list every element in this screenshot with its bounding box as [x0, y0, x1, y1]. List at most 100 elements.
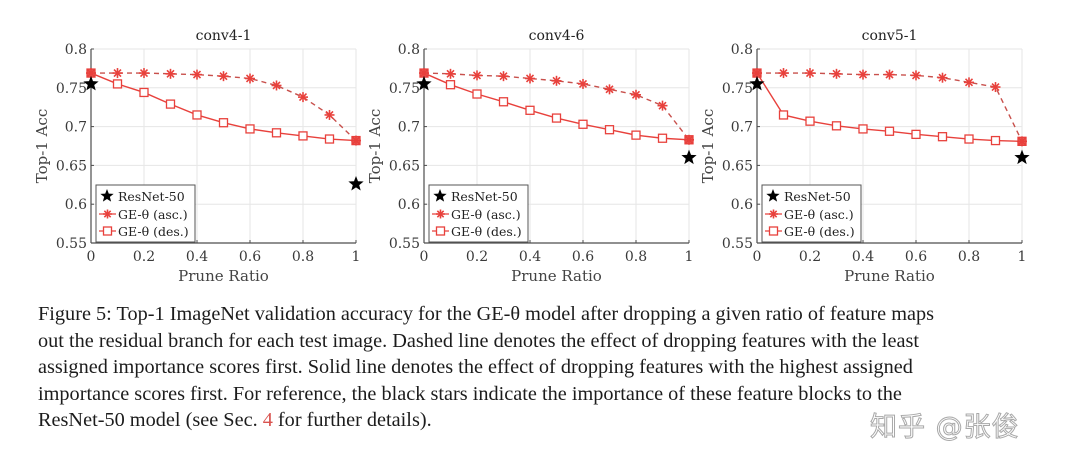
data-point-overlap: [684, 135, 694, 145]
legend-square-icon: [768, 226, 779, 236]
y-tick-label: 0.55: [389, 236, 420, 252]
reference-star: [681, 149, 697, 165]
x-tick-label: 1: [352, 249, 361, 265]
data-point-des: [551, 113, 562, 123]
data-point-des: [271, 128, 282, 138]
data-point-des: [911, 129, 921, 140]
y-tick-label: 0.8: [731, 42, 753, 58]
x-axis-label: Prune Ratio: [178, 267, 269, 285]
legend-label-resnet: ResNet-50: [784, 189, 851, 204]
data-point-asc: [657, 100, 668, 111]
x-tick-label: 0.8: [625, 249, 647, 265]
legend-asterisk-icon: [436, 209, 445, 219]
data-point-des: [778, 110, 789, 120]
y-tick-label: 0.8: [398, 42, 420, 58]
x-tick-label: 0.6: [572, 249, 594, 265]
y-tick-label: 0.7: [398, 120, 420, 136]
caption-line-5-end: for further details).: [272, 409, 432, 431]
data-point-des: [657, 133, 668, 143]
data-point-asc: [498, 71, 509, 82]
data-point-asc: [937, 72, 948, 83]
data-point-des: [324, 134, 335, 144]
y-tick-label: 0.55: [56, 236, 87, 252]
data-point-asc: [911, 70, 921, 81]
caption-line-4: importance scores first. For reference, …: [38, 382, 902, 405]
chart-panel-3: 0 0.2 0.4 0.6 0.8 1 0.55 0.6 0.65 0.7 0.75 0.8 conv5…: [699, 28, 1030, 285]
data-point-des: [631, 130, 641, 140]
caption-line-3: assigned importance scores first. Solid …: [38, 356, 913, 378]
data-point-asc: [165, 68, 176, 79]
y-axis-label: Top-1 Acc: [699, 109, 717, 184]
y-tick-label: 0.8: [65, 42, 87, 58]
x-tick-label: 0.4: [852, 249, 874, 265]
data-point-des: [165, 99, 176, 109]
x-tick-label: 0: [753, 249, 762, 265]
y-tick-label: 0.6: [65, 197, 87, 213]
x-tick-label: 0.2: [466, 249, 488, 265]
data-point-asc: [964, 77, 974, 88]
legend-label-resnet: ResNet-50: [451, 189, 518, 204]
y-tick-label: 0.6: [398, 197, 420, 213]
figure-caption: Figure 5: Top-1 ImageNet validation accu…: [38, 301, 1048, 434]
data-point-asc: [578, 78, 588, 89]
data-point-asc: [778, 68, 789, 79]
data-point-asc: [805, 68, 815, 79]
series-line-asc: [91, 72, 357, 142]
y-tick-label: 0.75: [389, 81, 420, 97]
y-tick-label: 0.65: [389, 158, 420, 174]
data-point-des: [831, 121, 842, 131]
chart-title: conv5-1: [862, 28, 918, 44]
x-tick-label: 0.8: [292, 249, 314, 265]
caption-line-5-start: ResNet-50 model (see Sec.: [38, 409, 263, 431]
data-point-des: [472, 89, 482, 99]
legend-label-resnet: ResNet-50: [118, 189, 185, 204]
y-tick-label: 0.7: [731, 120, 753, 136]
data-point-des: [245, 124, 255, 134]
legend-asterisk-icon: [769, 209, 778, 219]
chart-title: conv4-6: [529, 28, 585, 44]
data-point-asc: [858, 69, 868, 80]
data-point-des: [525, 105, 535, 115]
x-tick-label: 0: [420, 249, 429, 265]
data-point-asc: [445, 68, 456, 79]
data-point-overlap: [752, 68, 762, 78]
x-tick-label: 0.4: [186, 249, 208, 265]
legend-label-des: GE-θ (des.): [784, 224, 855, 239]
y-axis-label: Top-1 Acc: [366, 109, 384, 184]
chart-panel-1: 0 0.2 0.4 0.6 0.8 1 0.55 0.6 0.65 0.7 0.75 0.8 conv4…: [33, 28, 364, 285]
legend-label-asc: GE-θ (asc.): [784, 207, 854, 222]
data-point-asc: [884, 69, 895, 80]
legend-square-icon: [435, 226, 446, 236]
x-axis-label: Prune Ratio: [511, 267, 602, 285]
data-point-des: [884, 126, 895, 136]
data-point-overlap: [1017, 136, 1027, 146]
legend-label-des: GE-θ (des.): [451, 224, 522, 239]
x-tick-label: 0.8: [958, 249, 980, 265]
y-tick-label: 0.65: [722, 158, 753, 174]
data-point-asc: [245, 73, 255, 84]
data-point-asc: [631, 89, 641, 100]
legend-asterisk-icon: [103, 209, 112, 219]
data-point-asc: [112, 68, 123, 79]
reference-star: [83, 75, 99, 91]
legend-square-icon: [102, 226, 113, 236]
y-axis-label: Top-1 Acc: [33, 109, 51, 184]
data-point-asc: [298, 92, 308, 103]
x-tick-label: 0.6: [239, 249, 261, 265]
y-tick-label: 0.65: [56, 158, 87, 174]
data-point-asc: [472, 70, 482, 81]
data-point-asc: [218, 71, 229, 82]
data-point-asc: [192, 69, 202, 80]
data-point-asc: [831, 68, 842, 79]
data-point-des: [298, 131, 308, 141]
data-point-asc: [139, 68, 149, 79]
x-tick-label: 0.6: [905, 249, 927, 265]
reference-star: [416, 75, 432, 91]
data-point-asc: [525, 73, 535, 84]
data-point-overlap: [351, 136, 361, 146]
y-tick-label: 0.7: [65, 120, 87, 136]
x-tick-label: 0: [87, 249, 96, 265]
data-point-asc: [604, 84, 615, 95]
x-tick-label: 0.2: [133, 249, 155, 265]
section-reference-link[interactable]: 4: [262, 409, 273, 431]
